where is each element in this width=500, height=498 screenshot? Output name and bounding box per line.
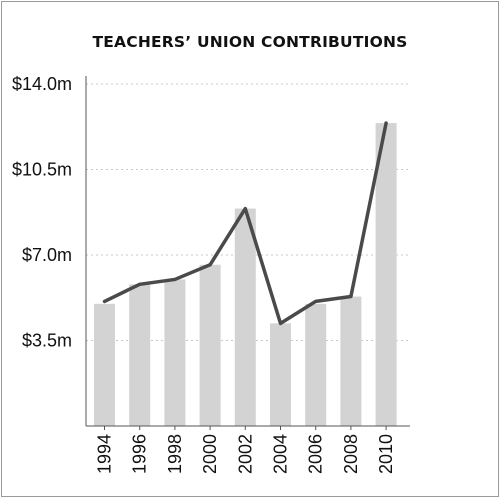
y-tick-label: $10.5m: [12, 160, 72, 180]
bar: [199, 264, 221, 426]
x-tick-label: 1996: [130, 434, 150, 474]
bar: [340, 296, 362, 426]
x-tick-label: 1998: [165, 434, 185, 474]
bar: [94, 303, 115, 426]
x-tick-label: 2008: [341, 434, 361, 474]
x-tick-label: 2000: [200, 434, 220, 474]
bar: [375, 123, 397, 426]
y-tick-label: $7.0m: [22, 245, 72, 265]
chart-title: TEACHERS’ UNION CONTRIBUTIONS: [92, 33, 408, 51]
line-series: [102, 121, 388, 326]
x-tick-label: 2010: [376, 434, 396, 474]
x-tick-labels: 1994 1996 1998 2000 2002 2004 2006 2008 2010: [95, 434, 397, 474]
x-tick-label: 1994: [95, 434, 115, 474]
y-tick-label: $3.5m: [22, 331, 72, 351]
bar: [305, 303, 327, 426]
axes: [85, 76, 410, 430]
x-tick-label: 2004: [271, 434, 291, 474]
bar: [164, 279, 186, 426]
bar: [234, 208, 256, 426]
x-tick-label: 2002: [235, 434, 255, 474]
bar: [270, 323, 291, 426]
x-tick-label: 2006: [306, 434, 326, 474]
y-tick-label: $14.0m: [12, 74, 72, 94]
bar-series: [94, 123, 397, 426]
y-tick-labels: $3.5m $7.0m $10.5m $14.0m: [12, 74, 72, 351]
bar: [129, 284, 151, 426]
